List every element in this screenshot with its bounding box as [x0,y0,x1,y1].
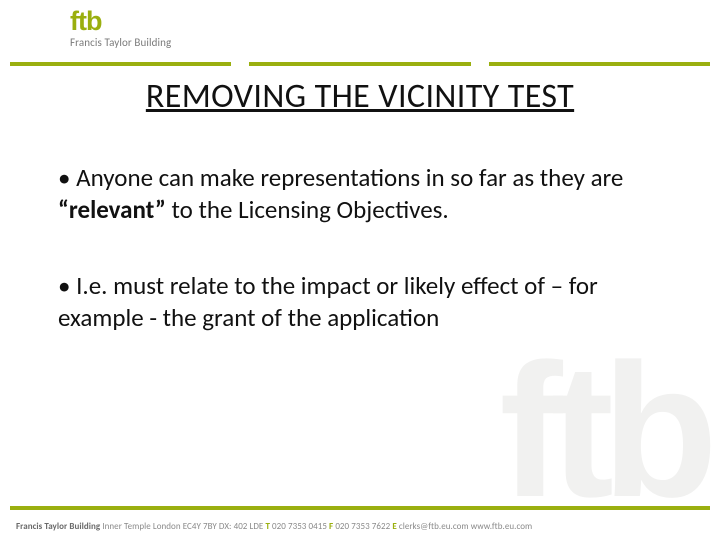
footer-address: Inner Temple London EC4Y 7BY DX: 402 LDE [100,521,265,532]
logo-mark: ftb [70,10,720,33]
footer-f-value: 020 7353 7622 [333,521,392,532]
footer-divider [10,506,710,510]
divider-segment [10,62,231,66]
divider-segment [489,62,710,66]
bullet-1: • Anyone can make representations in so … [58,162,662,226]
logo-subtext: Francis Taylor Building [70,36,720,49]
header-divider [0,62,720,66]
watermark-logo: ftb [499,360,706,503]
slide-title: REMOVING THE VICINITY TEST [146,76,574,117]
divider-segment [249,62,470,66]
footer-name: Francis Taylor Building [16,521,100,532]
bullet-2: • I.e. must relate to the impact or like… [58,270,662,334]
footer: Francis Taylor Building Inner Temple Lon… [16,521,704,532]
footer-e-value: clerks@ftb.eu.com [397,521,471,532]
header: ftb Francis Taylor Building [0,0,720,62]
title-container: REMOVING THE VICINITY TEST [0,76,720,117]
bullet-1-pre: • Anyone can make representations in so … [58,162,623,193]
footer-t-value: 020 7353 0415 [270,521,329,532]
body: • Anyone can make representations in so … [0,117,720,334]
bullet-1-post: to the Licensing Objectives. [166,194,449,225]
bullet-1-bold: “relevant” [58,194,166,225]
footer-w-value: www.ftb.eu.com [471,521,533,532]
